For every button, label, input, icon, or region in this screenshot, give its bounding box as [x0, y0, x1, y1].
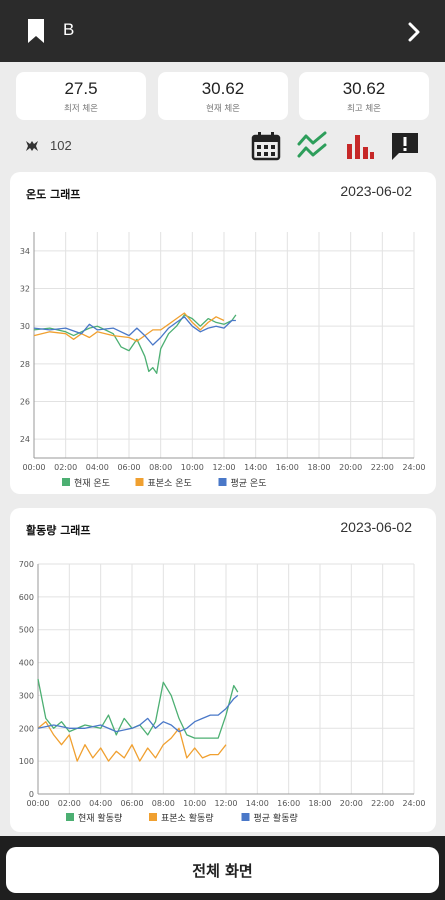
x-tick-label: 00:00: [22, 463, 45, 472]
y-tick-label: 28: [20, 360, 30, 369]
bottom-bar: 전체 화면: [0, 836, 445, 900]
full-screen-button[interactable]: 전체 화면: [6, 847, 439, 893]
x-tick-label: 18:00: [307, 463, 330, 472]
x-tick-label: 22:00: [371, 463, 394, 472]
x-tick-label: 22:00: [371, 799, 394, 808]
sensor-icon: [26, 141, 38, 151]
series-line-3: [33, 316, 236, 346]
app-header: B: [0, 0, 445, 62]
legend-swatch-3: [218, 478, 227, 486]
x-tick-label: 04:00: [89, 799, 112, 808]
y-tick-label: 700: [19, 560, 34, 569]
legend-swatch-2: [135, 478, 144, 486]
activity-graph-title: 활동량 그래프: [26, 524, 91, 537]
alert-message-icon[interactable]: [389, 130, 421, 162]
x-tick-label: 14:00: [246, 799, 269, 808]
y-tick-label: 400: [19, 659, 34, 668]
legend-label-3: 평균 활동량: [254, 812, 298, 824]
temperature-graph-date: 2023-06-02: [340, 183, 412, 199]
current-temp-card: 30.62 현재 체온: [158, 72, 288, 120]
x-tick-label: 06:00: [117, 463, 140, 472]
x-tick-label: 16:00: [276, 463, 299, 472]
y-tick-label: 24: [20, 435, 30, 444]
legend-label-1: 현재 온도: [74, 478, 110, 489]
y-tick-label: 34: [20, 247, 30, 256]
x-tick-label: 02:00: [54, 463, 77, 472]
x-tick-label: 04:00: [86, 463, 109, 472]
min-temp-card: 27.5 최저 체온: [16, 72, 146, 120]
y-tick-label: 30: [20, 322, 30, 331]
temperature-graph-card: 온도 그래프 2023-06-02 24 26 28 30 32 34 00:00 02:00…: [10, 172, 436, 494]
series-line-1: [33, 314, 237, 374]
activity-chart: 0 100 200 300 400 500 600 700 00:00 02:00 04:00 06:…: [19, 560, 426, 824]
current-temp-label: 현재 체온: [206, 104, 240, 114]
series-line-2: [37, 721, 227, 762]
legend-label-3: 평균 온도: [231, 478, 267, 489]
max-temp-card: 30.62 최고 체온: [299, 72, 429, 120]
x-tick-label: 12:00: [212, 463, 235, 472]
legend-label-2: 표본소 온도: [148, 478, 192, 489]
legend-label-1: 현재 활동량: [78, 812, 122, 824]
activity-graph-card: 활동량 그래프 2023-06-02 0 100 200 300 400 500 600 70…: [10, 508, 436, 832]
max-temp-value: 30.62: [342, 79, 386, 98]
y-tick-label: 200: [19, 724, 34, 733]
temperature-graph-title: 온도 그래프: [26, 188, 81, 201]
y-tick-label: 100: [19, 757, 34, 766]
line-chart-icon[interactable]: [296, 130, 328, 162]
y-tick-label: 32: [20, 285, 30, 294]
bar-chart-icon[interactable]: [343, 130, 375, 162]
x-tick-label: 00:00: [26, 799, 49, 808]
x-tick-label: 14:00: [244, 463, 267, 472]
temperature-chart: 24 26 28 30 32 34 00:00 02:00 04:00 06:00 08:00 10:…: [20, 232, 426, 489]
activity-graph-date: 2023-06-02: [340, 519, 412, 535]
legend-label-2: 표본소 활동량: [161, 812, 214, 824]
current-temp-value: 30.62: [201, 79, 245, 98]
x-tick-label: 10:00: [181, 463, 204, 472]
y-tick-label: 500: [19, 626, 34, 635]
min-temp-value: 27.5: [64, 79, 98, 98]
x-tick-label: 12:00: [214, 799, 237, 808]
x-tick-label: 24:00: [402, 799, 425, 808]
x-tick-label: 20:00: [340, 799, 363, 808]
y-tick-label: 600: [19, 593, 34, 602]
x-tick-label: 24:00: [402, 463, 425, 472]
chevron-right-icon[interactable]: [407, 22, 421, 42]
legend-swatch-1: [62, 478, 70, 486]
legend-swatch-2: [149, 813, 157, 821]
min-temp-label: 최저 체온: [64, 104, 98, 114]
x-tick-label: 08:00: [152, 799, 175, 808]
legend-swatch-1: [66, 813, 74, 821]
x-tick-label: 16:00: [277, 799, 300, 808]
bookmark-icon[interactable]: [26, 18, 46, 44]
y-tick-label: 0: [29, 790, 34, 799]
temperature-summary: 27.5 최저 체온 30.62 현재 체온 30.62 최고 체온: [16, 72, 429, 120]
device-count: 102: [50, 138, 72, 153]
x-tick-label: 06:00: [120, 799, 143, 808]
x-tick-label: 10:00: [183, 799, 206, 808]
calendar-icon[interactable]: [250, 130, 282, 162]
y-tick-label: 300: [19, 691, 34, 700]
y-tick-label: 26: [20, 398, 30, 407]
legend-swatch-3: [241, 813, 250, 821]
x-tick-label: 08:00: [149, 463, 172, 472]
series-line-1: [37, 678, 239, 739]
series-line-3: [37, 694, 239, 733]
x-tick-label: 02:00: [58, 799, 81, 808]
x-tick-label: 18:00: [308, 799, 331, 808]
max-temp-label: 최고 체온: [347, 104, 381, 114]
x-tick-label: 20:00: [339, 463, 362, 472]
page-title: B: [63, 20, 75, 39]
